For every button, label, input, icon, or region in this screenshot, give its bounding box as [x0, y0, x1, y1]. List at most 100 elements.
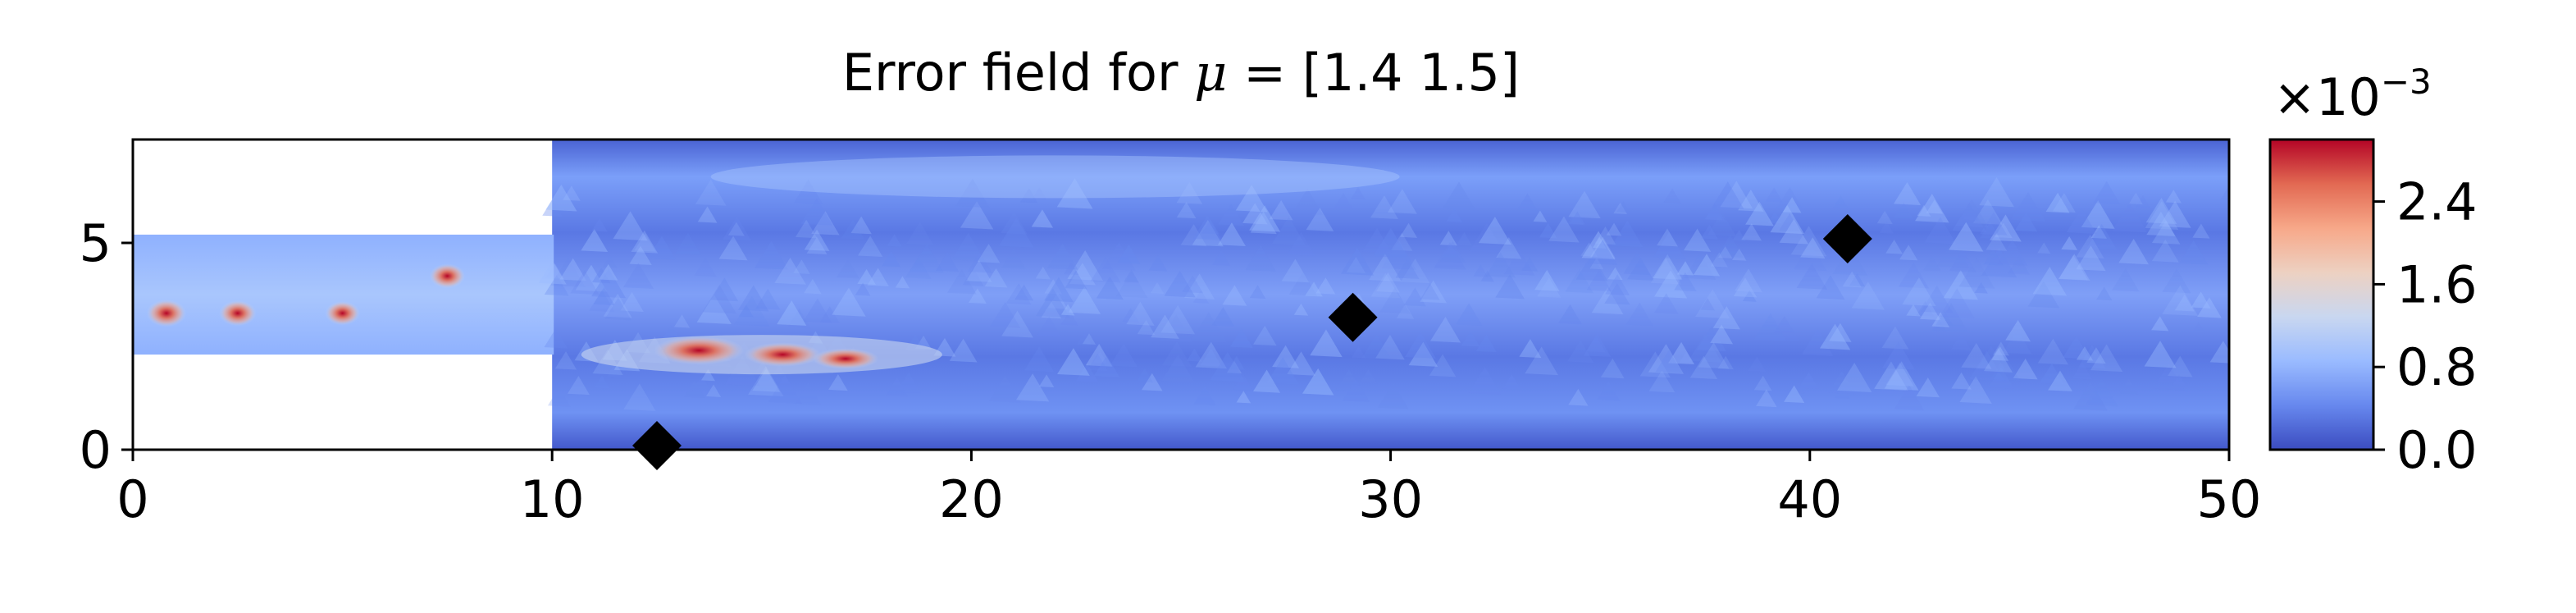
mesh-cell [1001, 310, 1033, 338]
mesh-cell [544, 274, 569, 296]
mesh-cell [793, 179, 823, 205]
mesh-cell [2076, 234, 2104, 259]
mesh-cell [2045, 192, 2070, 213]
mesh-cell [828, 374, 848, 391]
mesh-cell [606, 364, 622, 377]
mesh-cell [1096, 276, 1124, 300]
mesh-cell [1648, 370, 1676, 393]
mesh-cell [2063, 336, 2090, 359]
mesh-cell [1122, 308, 1140, 323]
mesh-cell [1980, 212, 2008, 236]
plot-area: 0 10 20 30 40 50 05 [80, 138, 2261, 529]
mesh-cell [1894, 385, 1925, 411]
mesh-cell [1565, 268, 1594, 294]
y-tick-label: 5 [80, 213, 112, 273]
mesh-cell [1655, 350, 1683, 373]
mesh-cell [1148, 255, 1168, 272]
mesh-cell [1182, 275, 1203, 294]
mesh-cell [1705, 205, 1723, 221]
mesh-cell [748, 366, 784, 397]
mesh-cell [1082, 333, 1097, 345]
mesh-cell [1939, 288, 1975, 319]
mesh-cell [2088, 391, 2105, 406]
mesh-cell [1816, 275, 1845, 300]
mesh-cell [1253, 325, 1277, 346]
y-tick-label: 0 [80, 420, 112, 480]
mesh-cell [1228, 355, 1245, 370]
mesh-cell [1976, 345, 2007, 372]
mesh-cell [629, 245, 652, 266]
mesh-cell [695, 179, 727, 206]
mesh-cell [886, 377, 909, 396]
mesh-cell [1915, 194, 1949, 223]
mesh-cell [2086, 223, 2118, 250]
mesh-cell [1720, 181, 1753, 209]
mesh-cell [594, 375, 610, 389]
mesh-cell [1137, 319, 1156, 336]
mesh-cell [2086, 347, 2106, 364]
mesh-cell [1381, 240, 1416, 270]
mesh-cell [1876, 210, 1893, 225]
mesh-cell [1377, 382, 1409, 409]
colorbar-tick-label: 1.6 [2396, 254, 2478, 314]
mesh-cell [2090, 344, 2123, 373]
mesh-cell [1252, 369, 1281, 393]
mesh-cell [2146, 211, 2176, 236]
mesh-cell [1534, 269, 1560, 291]
mesh-cell [581, 229, 609, 252]
mesh-cell [2162, 285, 2199, 316]
mesh-cell [1250, 211, 1277, 235]
mesh-cell [1828, 371, 1856, 395]
mesh-cell [2014, 212, 2038, 232]
mesh-cell [591, 218, 608, 232]
mesh-cell [718, 236, 748, 261]
mesh-cell [2085, 378, 2118, 407]
mesh-cell [1160, 304, 1196, 335]
mesh-cell [999, 217, 1034, 248]
error-hotspot [654, 336, 745, 365]
mesh-cell [545, 263, 564, 279]
mesh-cell [1712, 306, 1740, 330]
error-hotspot [812, 348, 879, 369]
mesh-cell [1195, 341, 1228, 369]
mesh-cell [1698, 342, 1730, 369]
colorbar-ticks: 0.0 0.8 1.6 2.4 [2373, 172, 2478, 480]
mesh-cell [1176, 181, 1203, 204]
mesh-cell [1851, 281, 1885, 310]
mesh-cell [1974, 281, 1988, 294]
mesh-cell [2059, 254, 2088, 281]
mesh-cell [1429, 317, 1461, 343]
mesh-cell [1931, 312, 1949, 327]
mesh-cell [1654, 270, 1688, 299]
mesh-cell [623, 263, 654, 289]
mesh-cell [1362, 227, 1393, 254]
mesh-cell [554, 351, 577, 370]
mesh-cell [804, 229, 830, 251]
mesh-cell [1288, 272, 1318, 296]
mesh-cell [887, 234, 902, 247]
mesh-cell [1731, 248, 1747, 261]
mesh-cell [2165, 190, 2182, 204]
mesh-cell [727, 222, 745, 236]
mesh-cell [1756, 389, 1777, 408]
mesh-cell [1440, 241, 1466, 263]
mesh-cell [968, 288, 987, 304]
sensor-markers [632, 213, 1872, 470]
mesh-cell [2061, 236, 2078, 250]
mesh-cell [1060, 304, 1075, 316]
mesh-cell [882, 251, 901, 268]
mesh-cell [1361, 334, 1392, 360]
mesh-cell [1420, 283, 1440, 300]
mesh-cell [1663, 188, 1681, 204]
mesh-cell [1136, 368, 1154, 383]
mesh-cell [723, 216, 752, 241]
error-hotspot [325, 300, 360, 326]
mesh-cell [1287, 351, 1315, 376]
mesh-cell [1566, 211, 1584, 226]
mesh-cell [1230, 328, 1253, 349]
mesh-cell [1885, 362, 1914, 387]
mesh-cell [2037, 338, 2069, 365]
mesh-cell [570, 270, 600, 295]
mesh-cell [2076, 346, 2094, 361]
mesh-cell [1653, 293, 1679, 314]
